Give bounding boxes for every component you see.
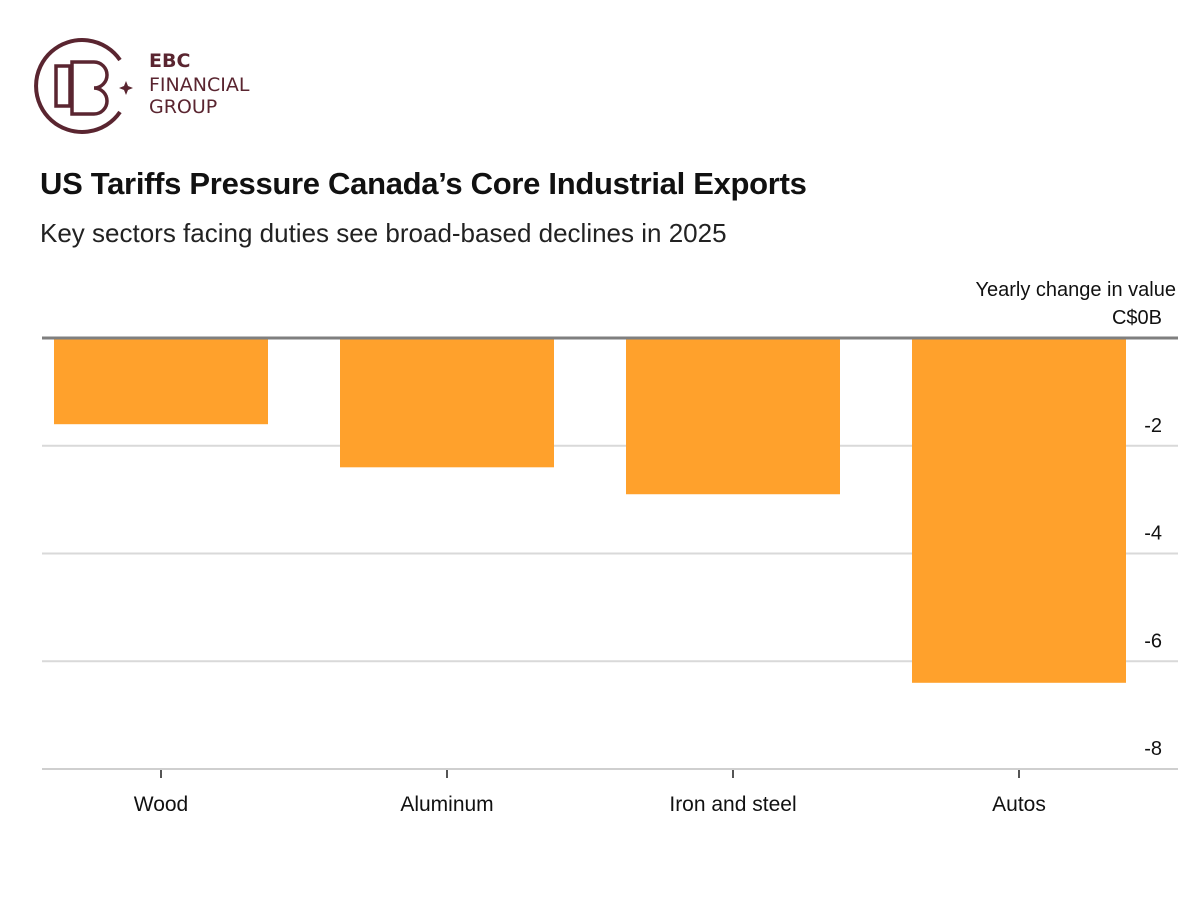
x-tick-label: Autos — [992, 793, 1046, 816]
ebc-logo — [34, 38, 133, 134]
logo-text-ebc: EBC — [149, 50, 191, 72]
bar-wood — [54, 338, 268, 425]
y-tick-label: -6 — [1144, 630, 1162, 652]
chart-subtitle: Key sectors facing duties see broad-base… — [40, 218, 727, 248]
bar-iron-and-steel — [626, 338, 840, 495]
y-tick-label: -2 — [1144, 415, 1162, 437]
y-tick-label: -4 — [1144, 523, 1162, 545]
logo-text-financial: FINANCIAL — [149, 74, 250, 96]
y-tick-label: -8 — [1144, 738, 1162, 760]
bar-aluminum — [340, 338, 554, 468]
y-tick-label: C$0B — [1112, 307, 1162, 329]
y-axis-label: Yearly change in value — [975, 279, 1176, 301]
x-tick-label: Wood — [134, 793, 188, 816]
logo-text-group: GROUP — [149, 96, 218, 118]
bar-autos — [912, 338, 1126, 683]
chart-title: US Tariffs Pressure Canada’s Core Indust… — [40, 166, 807, 201]
x-tick-label: Aluminum — [400, 793, 493, 816]
x-tick-label: Iron and steel — [669, 793, 796, 816]
